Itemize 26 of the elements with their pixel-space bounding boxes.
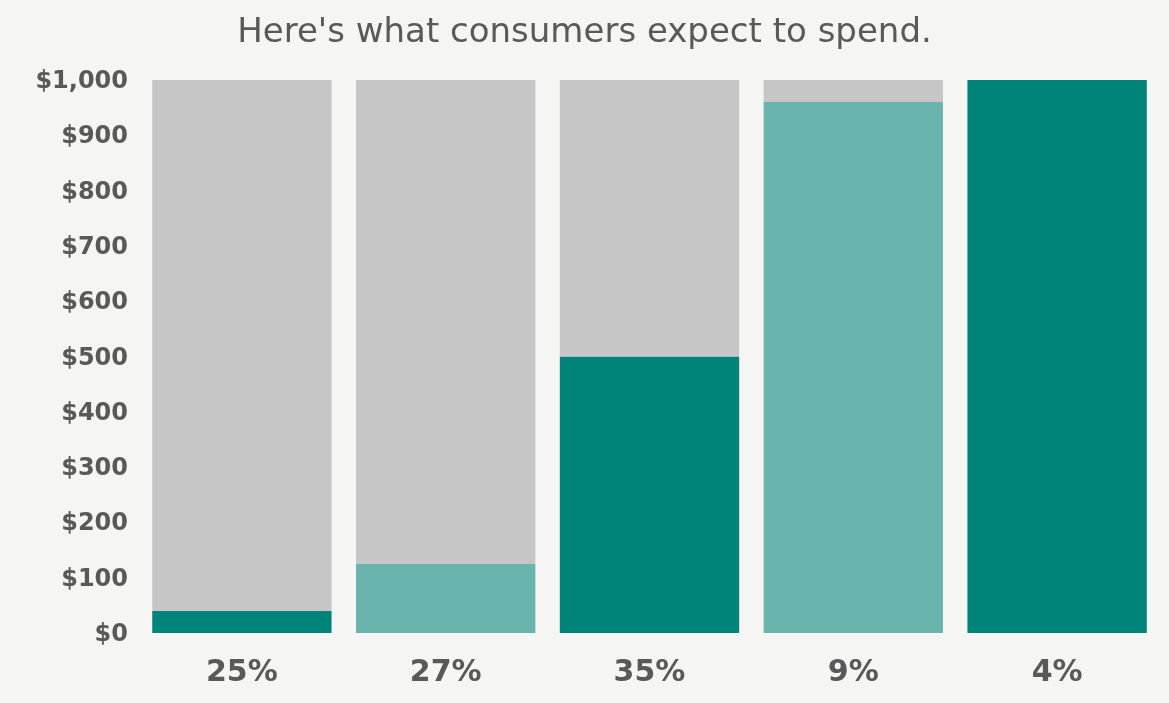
y-tick-label: $600 [61, 287, 128, 316]
y-tick-label: $800 [61, 176, 128, 205]
x-tick-label: 27% [409, 652, 482, 688]
y-tick-label: $200 [61, 508, 128, 537]
bar [559, 80, 740, 357]
bar [356, 80, 536, 564]
chart-title: Here's what consumers expect to spend. [237, 10, 932, 50]
y-tick-label: $0 [94, 619, 128, 647]
y-tick-label: $500 [61, 342, 128, 371]
y-tick-label: $700 [61, 231, 128, 260]
y-tick-label: $400 [61, 397, 128, 426]
y-tick-label: $100 [61, 563, 128, 592]
y-tick-label: $900 [61, 121, 128, 150]
bar [152, 80, 332, 611]
y-tick-label: $300 [61, 453, 128, 482]
y-tick-label: $1,000 [35, 66, 128, 94]
bar [559, 356, 740, 633]
x-tick-label: 9% [827, 652, 879, 688]
bar [356, 563, 536, 633]
bar [967, 80, 1147, 633]
x-tick-label: 4% [1031, 652, 1083, 688]
bar [763, 80, 943, 103]
x-tick-label: 25% [205, 652, 278, 688]
bar [763, 102, 943, 633]
x-tick-label: 35% [613, 652, 686, 688]
bar [152, 610, 332, 633]
